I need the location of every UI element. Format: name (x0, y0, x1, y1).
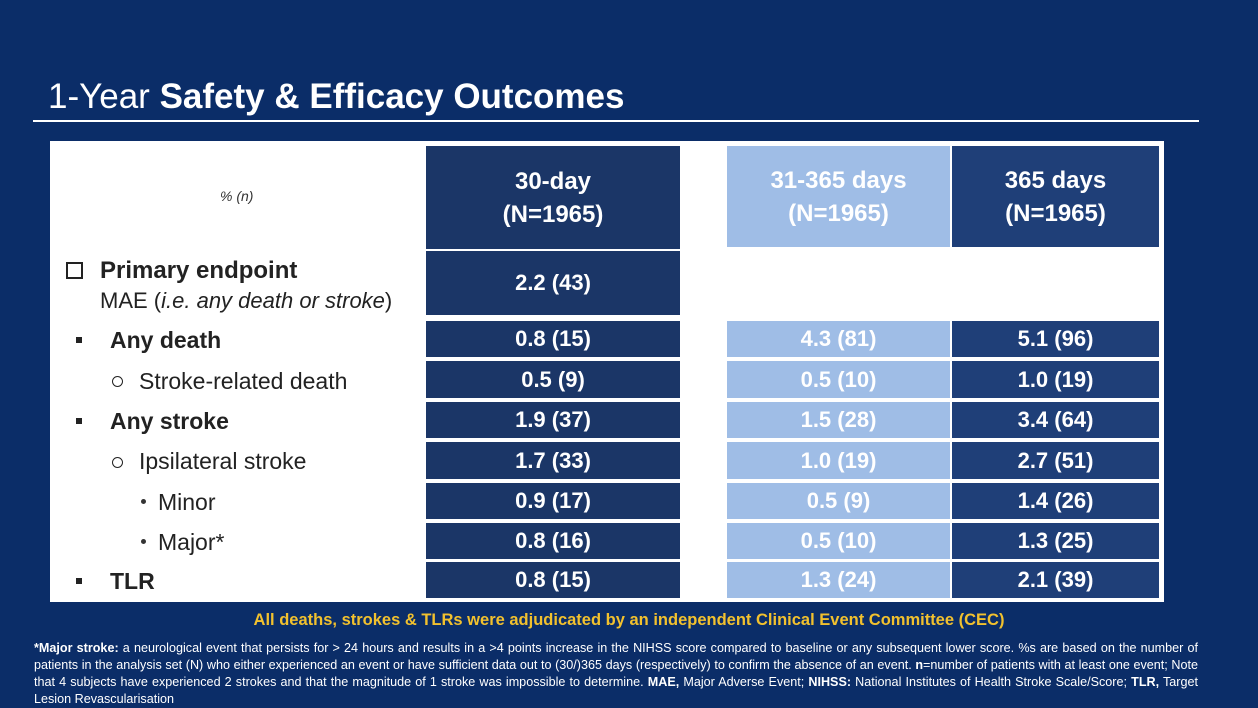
fn-text-4: National Institutes of Health Stroke Sca… (851, 675, 1132, 689)
cell-any-death-31-365: 4.3 (81) (727, 321, 950, 357)
dot-bullet-icon (141, 539, 146, 544)
row-label-any-stroke: Any stroke (110, 408, 229, 434)
row-label-stroke-related-death: Stroke-related death (139, 368, 348, 394)
primary-endpoint-label: Primary endpoint (100, 257, 298, 284)
fn-text-1: a neurological event that persists for >… (34, 641, 1198, 672)
cell-ipsilateral-stroke-365: 2.7 (51) (952, 442, 1159, 479)
sub-italic: i.e. any death or stroke (161, 288, 385, 313)
row-label-tlr: TLR (110, 568, 155, 594)
outcomes-table: % (n) 30-day (N=1965) 31-365 days (N=196… (50, 141, 1164, 602)
cell-major-30-day: 0.8 (16) (426, 523, 680, 559)
header-period: 31-365 days (770, 166, 907, 194)
primary-endpoint-value: 2.2 (43) (426, 251, 680, 315)
sub-suffix: ) (384, 288, 393, 313)
cell-any-death-365: 5.1 (96) (952, 321, 1159, 357)
sub-prefix: MAE ( (100, 288, 162, 313)
cell-ipsilateral-stroke-30-day: 1.7 (33) (426, 442, 680, 479)
header-period: 30-day (514, 167, 592, 195)
dot-bullet-icon (141, 499, 146, 504)
fn-text-3: Major Adverse Event; (679, 675, 809, 689)
row-label-major: Major* (158, 529, 225, 555)
checkbox-bullet-icon (66, 262, 83, 279)
circle-bullet-icon (112, 376, 123, 387)
cell-stroke-related-death-365: 1.0 (19) (952, 361, 1159, 398)
footnote: *Major stroke: a neurological event that… (34, 640, 1198, 708)
header-period: 365 days (1004, 166, 1107, 194)
cell-minor-30-day: 0.9 (17) (426, 483, 680, 519)
row-label-minor: Minor (158, 489, 216, 515)
cell-any-death-30-day: 0.8 (15) (426, 321, 680, 357)
square-bullet-icon (76, 418, 82, 424)
fn-mae-term: MAE, (647, 675, 680, 689)
header-365-days: 365 days (N=1965) (952, 146, 1159, 247)
title-prefix: 1-Year (48, 77, 150, 116)
cell-stroke-related-death-31-365: 0.5 (10) (727, 361, 950, 398)
square-bullet-icon (76, 578, 82, 584)
header-n: (N=1965) (1005, 199, 1106, 227)
header-31-365-days: 31-365 days (N=1965) (727, 146, 950, 247)
header-30-day: 30-day (N=1965) (426, 146, 680, 249)
fn-tlr-term: TLR, (1131, 675, 1160, 689)
cell-ipsilateral-stroke-31-365: 1.0 (19) (727, 442, 950, 479)
fn-n-term: n (915, 658, 924, 672)
cell-tlr-365: 2.1 (39) (952, 562, 1159, 598)
circle-bullet-icon (112, 457, 123, 468)
cell-minor-365: 1.4 (26) (952, 483, 1159, 519)
header-n: (N=1965) (502, 200, 604, 228)
slide-title: 1-Year Safety & Efficacy Outcomes (48, 76, 624, 118)
primary-endpoint-sublabel: MAE (i.e. any death or stroke) (100, 287, 392, 315)
cell-tlr-30-day: 0.8 (15) (426, 562, 680, 598)
unit-label: % (n) (220, 188, 254, 204)
fn-nihss-term: NIHSS: (808, 675, 852, 689)
fn-major-stroke-term: *Major stroke: (34, 641, 119, 655)
cell-any-stroke-30-day: 1.9 (37) (426, 402, 680, 438)
title-divider (33, 120, 1199, 122)
header-n: (N=1965) (788, 199, 889, 227)
fn-text-2: =number of patients with at least one ev… (34, 658, 1198, 689)
cell-tlr-31-365: 1.3 (24) (727, 562, 950, 598)
square-bullet-icon (76, 337, 82, 343)
adjudication-note: All deaths, strokes & TLRs were adjudica… (253, 611, 1005, 629)
row-label-any-death: Any death (110, 327, 222, 353)
cell-major-31-365: 0.5 (10) (727, 523, 950, 559)
fn-text-5: Target Lesion Revascularisation (34, 675, 1198, 706)
cell-minor-31-365: 0.5 (9) (727, 483, 950, 519)
cell-major-365: 1.3 (25) (952, 523, 1159, 559)
cell-any-stroke-365: 3.4 (64) (952, 402, 1159, 438)
title-bold: Safety & Efficacy Outcomes (159, 77, 625, 116)
row-label-ipsilateral-stroke: Ipsilateral stroke (139, 448, 307, 474)
cell-stroke-related-death-30-day: 0.5 (9) (426, 361, 680, 398)
cell-any-stroke-31-365: 1.5 (28) (727, 402, 950, 438)
